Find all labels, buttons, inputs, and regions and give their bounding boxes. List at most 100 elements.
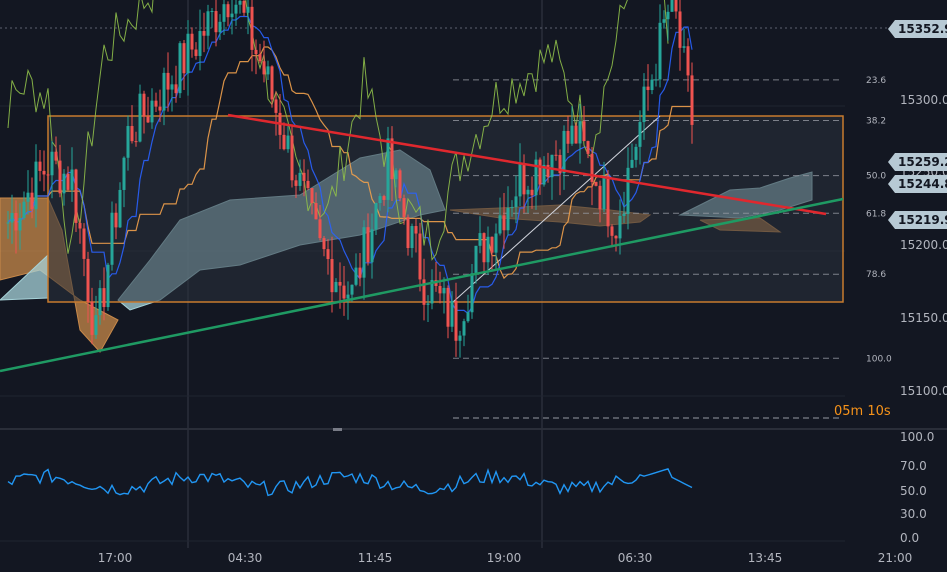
price-tick-label: 15200.0 (900, 238, 947, 252)
conversion-line (7, 15, 693, 315)
candle-body (558, 154, 562, 174)
candle-body (446, 287, 450, 327)
candle-body (658, 22, 662, 80)
candle-body (450, 300, 454, 327)
candle-body (678, 11, 682, 48)
candle-body (342, 285, 346, 299)
candle-body (486, 236, 490, 263)
rsi-tick-label: 0.0 (900, 531, 919, 545)
candle-body (158, 106, 162, 111)
price-tag-label: 15352.9 (898, 22, 947, 36)
candle-body (490, 236, 494, 253)
candle-body (174, 84, 178, 94)
candle-body (610, 226, 614, 236)
candle-body (222, 4, 226, 22)
candle-body (506, 207, 510, 231)
candle-body (646, 86, 650, 91)
candle-body (290, 135, 294, 181)
x-tick-label: 04:30 (228, 551, 263, 565)
candle-body (666, 11, 670, 20)
candle-body (238, 0, 242, 5)
candle-body (250, 6, 254, 50)
candle-body (370, 229, 374, 263)
candle-body (154, 100, 158, 107)
lagging-span (7, 0, 669, 261)
candle-body (350, 284, 354, 295)
candle-body (302, 172, 306, 181)
candle-body (598, 185, 602, 210)
candle-body (190, 33, 194, 50)
candle-body (198, 31, 202, 56)
candle-body (242, 0, 246, 13)
candle-body (58, 160, 62, 194)
candle-body (54, 151, 58, 161)
candle-body (542, 164, 546, 185)
candle-body (634, 146, 638, 160)
candle-body (294, 180, 298, 186)
candle-body (478, 233, 482, 246)
x-tick-label: 13:45 (748, 551, 783, 565)
candle-body (422, 279, 426, 305)
candle-body (574, 125, 578, 144)
candle-body (214, 11, 218, 33)
price-tick-label: 15300.0 (900, 93, 947, 107)
candle-body (614, 235, 618, 239)
candle-body (122, 157, 126, 190)
candle-body (210, 11, 214, 13)
indicator-lines (7, 0, 693, 315)
price-tick-label: 15150.0 (900, 311, 947, 325)
candle-body (90, 301, 94, 335)
candle-body (418, 233, 422, 280)
support-trend-line (0, 197, 844, 373)
candle-body (62, 173, 66, 194)
candle-body (338, 281, 342, 286)
candle-body (606, 176, 610, 227)
trend-lines[interactable] (0, 113, 844, 373)
candle-body (410, 226, 414, 249)
candle-body (66, 173, 70, 190)
candle-body (426, 303, 430, 305)
fib-level-label: 61.8 (866, 209, 886, 219)
candle-body (114, 212, 118, 228)
axes: 17:00 04:30 11:45 19:00 06:30 13:45 21:00 15300… (98, 20, 947, 565)
candle-body (622, 213, 626, 216)
candle-body (438, 285, 442, 294)
x-tick-label: 11:45 (358, 551, 393, 565)
candle-body (274, 99, 278, 113)
candle-body (526, 189, 530, 195)
rsi-tick-label: 30.0 (900, 507, 927, 521)
candle-body (690, 75, 694, 125)
candle-body (282, 134, 286, 150)
candle-body (510, 207, 514, 209)
candle-body (618, 215, 622, 239)
candle-body (322, 238, 326, 250)
candle-body (462, 321, 466, 336)
candle-body (262, 61, 266, 75)
candle-body (374, 203, 378, 230)
candle-body (454, 300, 458, 341)
price-tag (888, 20, 947, 38)
candle-body (298, 172, 302, 186)
rsi-tick-label: 50.0 (900, 484, 927, 498)
candle-body (638, 122, 642, 147)
candle-body (566, 130, 570, 144)
candle-body (442, 287, 446, 294)
base-line (7, 46, 692, 280)
candle-body (330, 259, 334, 293)
candle-body (178, 43, 182, 94)
timer-label: 05m 10s (834, 404, 891, 419)
candle-body (674, 0, 678, 12)
candle-body (306, 180, 310, 189)
candle-body (458, 335, 462, 341)
candle-body (590, 153, 594, 182)
candle-body (230, 13, 234, 18)
candle-body (578, 121, 582, 144)
candle-body (166, 72, 170, 90)
candle-body (594, 181, 598, 186)
fib-level-label: 38.2 (866, 117, 886, 127)
candle-body (650, 79, 654, 91)
candle-body (186, 33, 190, 74)
candle-body (314, 203, 318, 220)
candle-body (538, 159, 542, 185)
